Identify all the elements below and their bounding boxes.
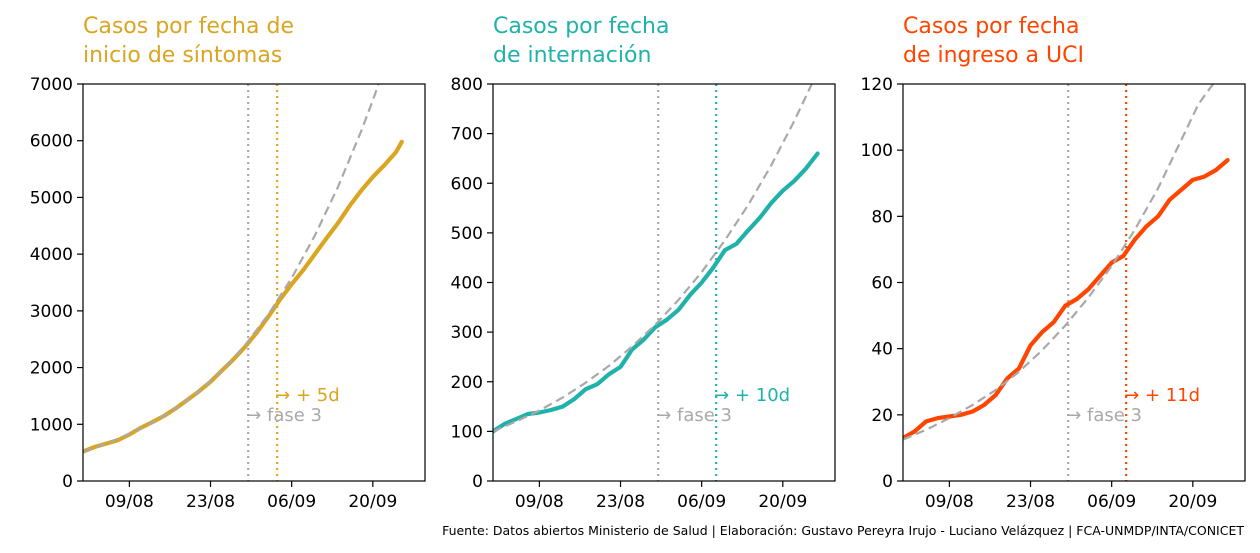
x-tick-label: 09/08: [515, 492, 564, 512]
x-tick-label: 06/09: [1087, 492, 1136, 512]
shift-annotation: → + 11d: [1124, 385, 1200, 406]
x-tick-label: 20/09: [758, 492, 807, 512]
chart-title-line: inicio de síntomas: [83, 43, 282, 68]
plot-frame: [82, 83, 426, 482]
plot-frame: [492, 83, 836, 482]
source-note: Fuente: Datos abiertos Ministerio de Sal…: [442, 523, 1244, 538]
x-tick-label: 20/09: [1168, 492, 1217, 512]
y-tick-label: 400: [451, 274, 483, 294]
y-tick-label: 500: [451, 224, 483, 244]
x-tick-label: 23/08: [1006, 492, 1055, 512]
y-tick-label: 0: [62, 472, 73, 492]
y-tick-label: 7000: [30, 75, 73, 95]
x-tick-label: 06/09: [677, 492, 726, 512]
chart-title-line: Casos por fecha: [493, 14, 669, 39]
y-tick-label: 600: [451, 174, 483, 194]
fit-series-line: [493, 84, 813, 433]
y-tick-label: 4000: [30, 245, 73, 265]
x-tick-label: 09/08: [105, 492, 154, 512]
fase3-annotation: → fase 3: [1066, 405, 1142, 426]
y-tick-label: 300: [451, 323, 483, 343]
plot-frame: [902, 83, 1246, 482]
y-tick-label: 6000: [30, 132, 73, 152]
fit-series-line: [83, 84, 380, 453]
y-tick-label: 40: [871, 340, 893, 360]
observed-series-line: [493, 151, 820, 434]
chart-panel-3: Casos por fecha de ingreso a UCI 0 20 40 60 80…: [861, 14, 1246, 512]
observed-series-line: [83, 139, 404, 454]
chart-title-line: Casos por fecha de: [83, 14, 294, 39]
x-tick-label: 09/08: [925, 492, 974, 512]
fase3-annotation: → fase 3: [656, 405, 732, 426]
y-tick-label: 2000: [30, 359, 73, 379]
y-tick-label: 100: [861, 141, 893, 161]
y-tick-label: 80: [871, 207, 893, 227]
y-tick-label: 5000: [30, 188, 73, 208]
chart-panel-1: Casos por fecha de inicio de síntomas 0 100…: [30, 14, 426, 512]
y-tick-label: 0: [882, 472, 893, 492]
chart-title-line: de ingreso a UCI: [903, 43, 1084, 68]
x-tick-label: 23/08: [186, 492, 235, 512]
y-tick-label: 20: [871, 406, 893, 426]
fit-series-line: [903, 84, 1214, 441]
x-tick-label: 06/09: [267, 492, 316, 512]
shift-annotation: → + 10d: [714, 385, 790, 406]
chart-title-line: de internación: [493, 43, 651, 68]
y-tick-label: 0: [472, 472, 483, 492]
chart-panel-2: Casos por fecha de internación 0 100 200 300 4…: [451, 14, 836, 512]
y-tick-label: 60: [871, 274, 893, 294]
y-tick-label: 100: [451, 422, 483, 442]
y-tick-label: 200: [451, 373, 483, 393]
x-tick-label: 20/09: [348, 492, 397, 512]
shift-annotation: → + 5d: [275, 385, 340, 406]
x-tick-label: 23/08: [596, 492, 645, 512]
observed-series-line: [903, 158, 1230, 441]
y-tick-label: 3000: [30, 302, 73, 322]
y-tick-label: 1000: [30, 415, 73, 435]
y-tick-label: 120: [861, 75, 893, 95]
chart-title-line: Casos por fecha: [903, 14, 1079, 39]
y-tick-label: 700: [451, 125, 483, 145]
fase3-annotation: → fase 3: [246, 405, 322, 426]
y-tick-label: 800: [451, 75, 483, 95]
